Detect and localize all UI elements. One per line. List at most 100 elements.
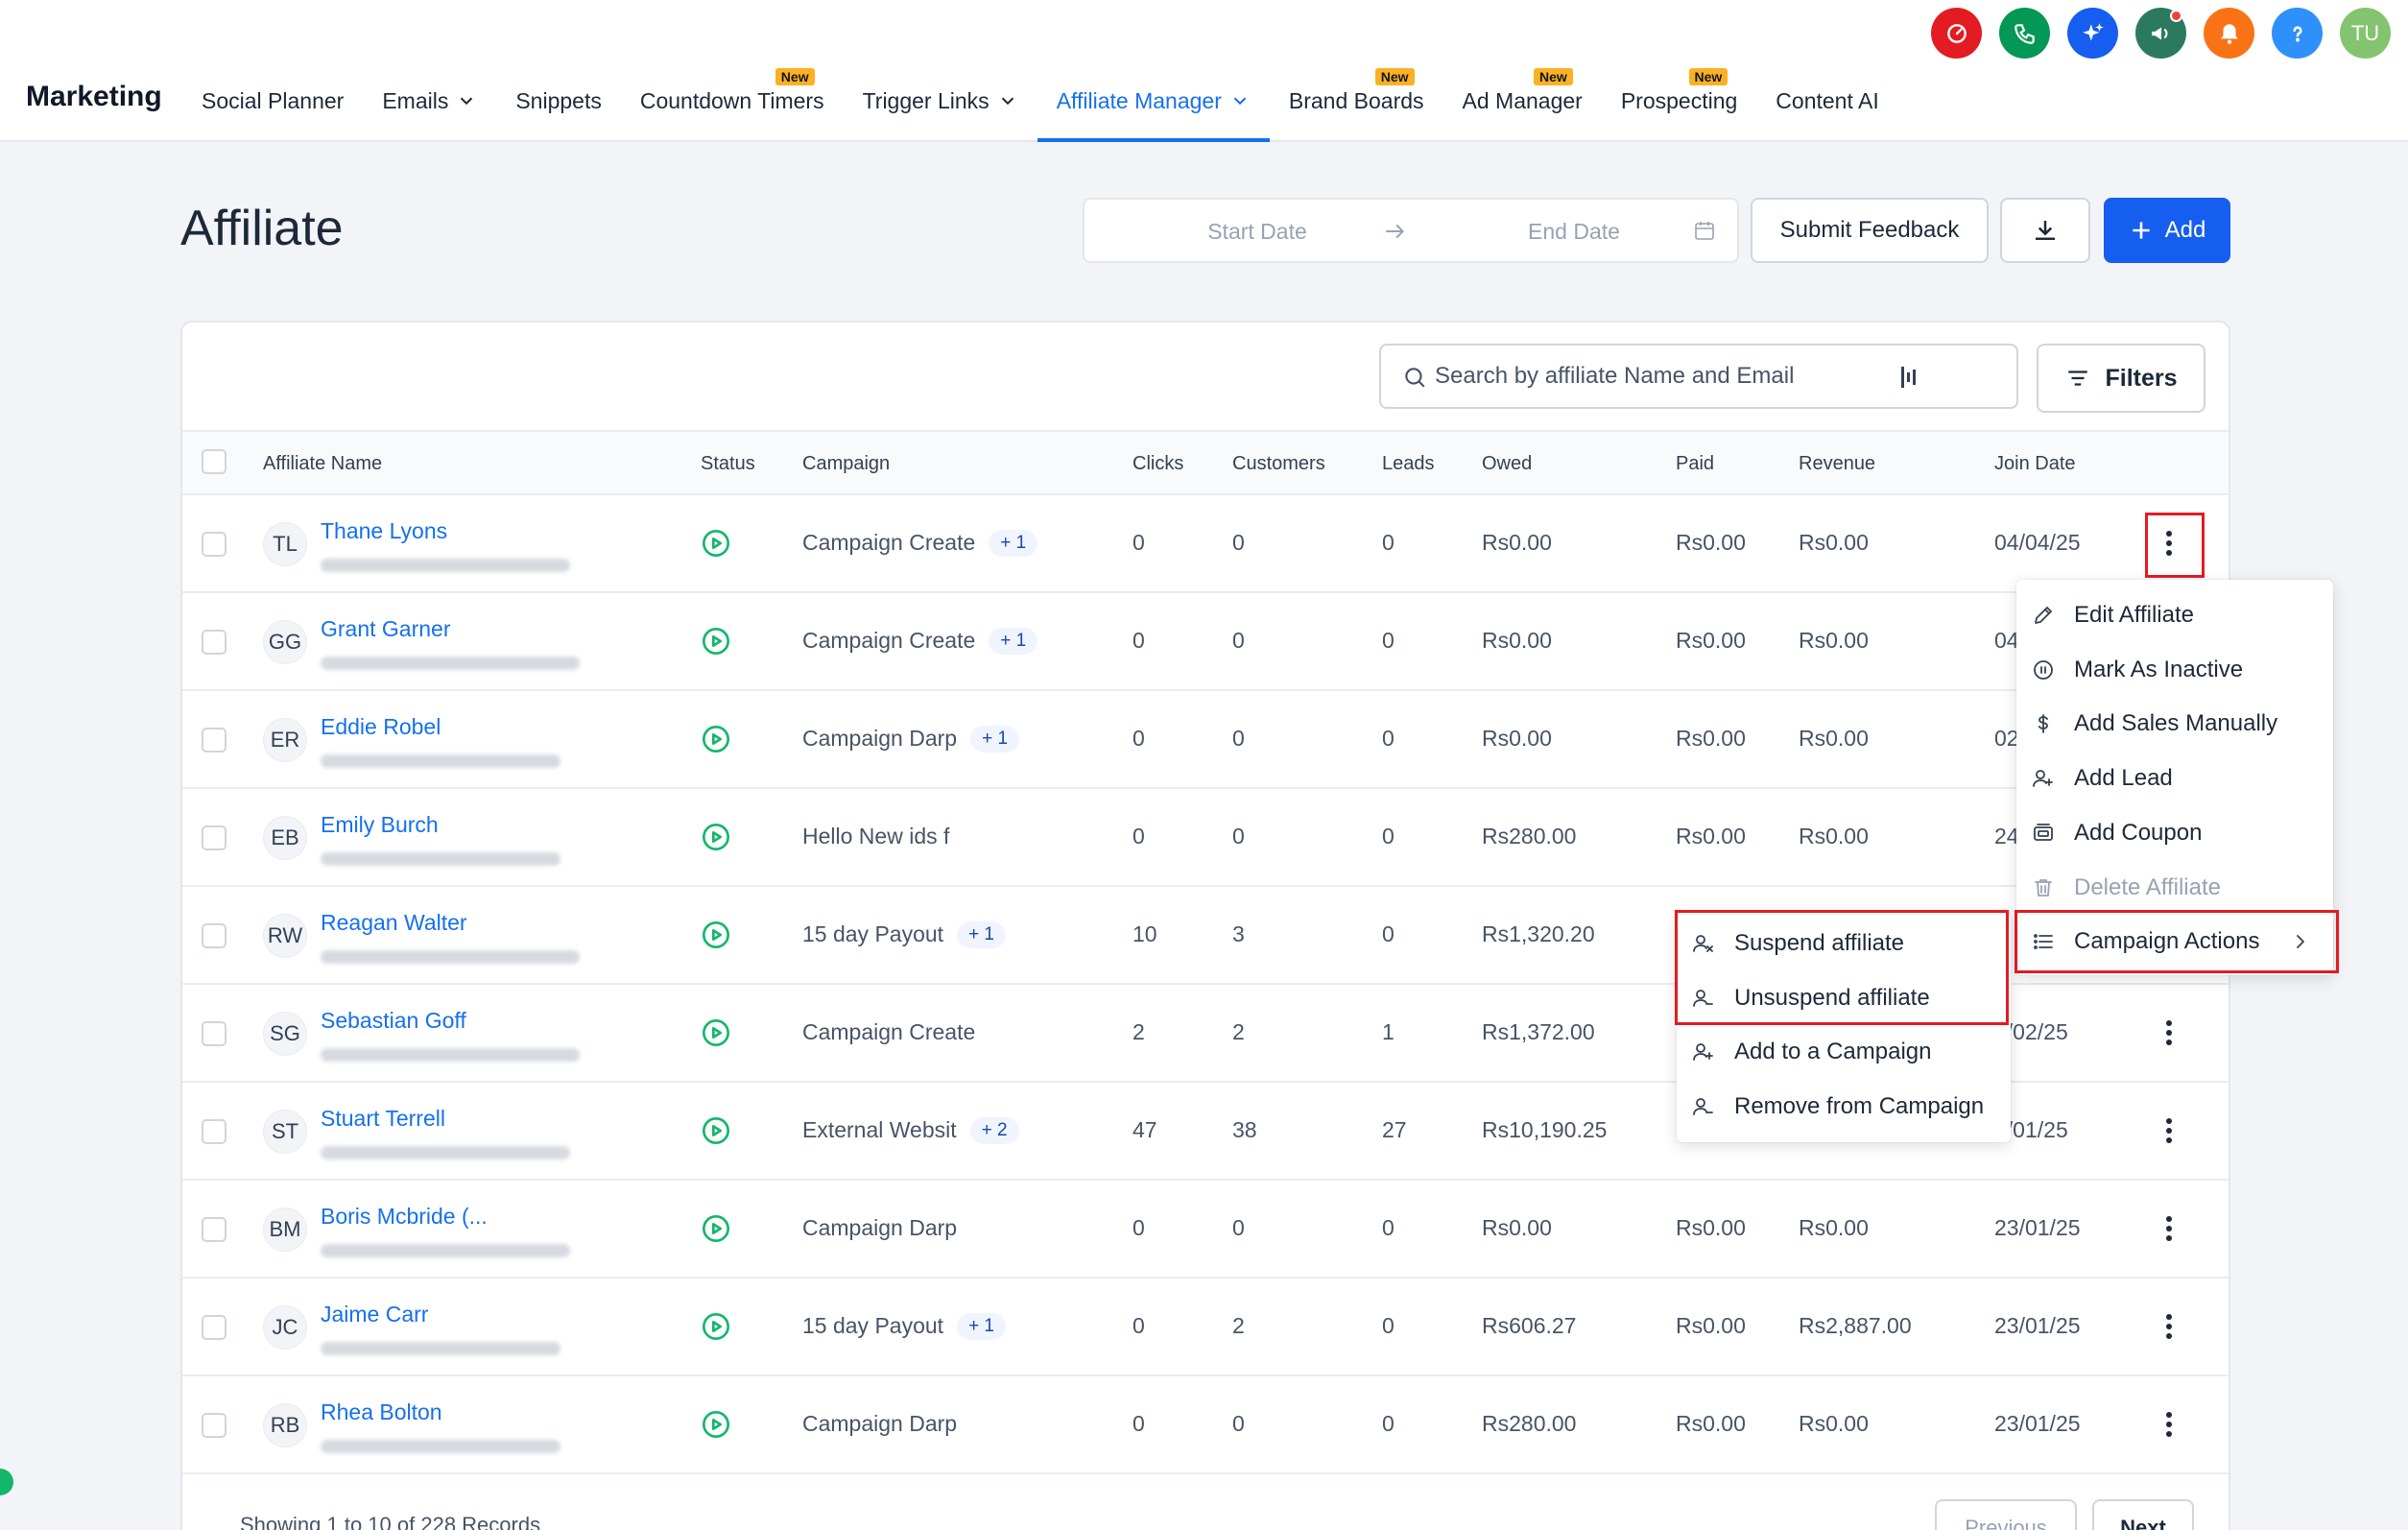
nav-item-content-ai[interactable]: Content AI: [1756, 67, 1897, 142]
row-checkbox[interactable]: [202, 1315, 226, 1340]
row-checkbox[interactable]: [202, 1217, 226, 1242]
table-row[interactable]: RB Rhea Bolton Campaign Darp 0 0 0 Rs280.00 Rs0…: [182, 1376, 2229, 1474]
smart-search-icon[interactable]: [1899, 365, 1920, 394]
chat-widget-dot[interactable]: [0, 1469, 13, 1495]
affiliate-name-link[interactable]: Reagan Walter: [321, 910, 467, 935]
extra-campaigns-badge[interactable]: + 2: [969, 1117, 1019, 1144]
extra-campaigns-badge[interactable]: + 1: [989, 628, 1038, 655]
phone-icon[interactable]: [1999, 8, 2050, 59]
menu-item-campaign-actions[interactable]: Campaign Actions: [2016, 914, 2333, 968]
row-checkbox[interactable]: [202, 728, 226, 753]
nav-item-emails[interactable]: Emails: [363, 67, 496, 142]
column-customers[interactable]: Customers: [1232, 453, 1325, 474]
row-checkbox[interactable]: [202, 923, 226, 948]
filters-button[interactable]: Filters: [2037, 344, 2205, 413]
menu-item-add-lead[interactable]: Add Lead: [2016, 751, 2333, 804]
paid-cell: Rs0.00: [1676, 530, 1746, 555]
affiliate-name-link[interactable]: Grant Garner: [321, 616, 451, 641]
column-owed[interactable]: Owed: [1482, 453, 1533, 474]
menu-item-add-coupon[interactable]: Add Coupon: [2016, 805, 2333, 859]
column-paid[interactable]: Paid: [1676, 453, 1715, 474]
row-more-button[interactable]: [2150, 524, 2188, 562]
download-button[interactable]: [2000, 198, 2090, 263]
nav-item-trigger-links[interactable]: Trigger Links: [844, 67, 1037, 142]
table-row[interactable]: BM Boris Mcbride (... Campaign Darp 0 0 0 Rs0.…: [182, 1181, 2229, 1279]
row-checkbox[interactable]: [202, 825, 226, 850]
end-date-field[interactable]: End Date: [1528, 219, 1620, 244]
row-more-button[interactable]: [2150, 1014, 2188, 1052]
nav-item-snippets[interactable]: Snippets: [496, 67, 621, 142]
row-checkbox[interactable]: [202, 1413, 226, 1438]
search-input[interactable]: [1435, 357, 1934, 395]
speedometer-icon[interactable]: [1931, 8, 1982, 59]
next-page-button[interactable]: Next: [2092, 1499, 2194, 1530]
nav-item-label: Prospecting: [1620, 88, 1738, 113]
row-more-button[interactable]: [2150, 1209, 2188, 1248]
nav-item-prospecting[interactable]: Prospecting New: [1602, 67, 1756, 142]
table-row[interactable]: EB Emily Burch Hello New ids f 0 0 0 Rs280.00 R…: [182, 789, 2229, 887]
bell-icon[interactable]: [2204, 8, 2254, 59]
menu-item-mark-as-inactive[interactable]: Mark As Inactive: [2016, 642, 2333, 696]
column-campaign[interactable]: Campaign: [802, 453, 891, 474]
affiliate-name-link[interactable]: Eddie Robel: [321, 714, 441, 739]
previous-page-button[interactable]: Previous: [1935, 1499, 2077, 1530]
column-status[interactable]: Status: [701, 453, 755, 474]
column-clicks[interactable]: Clicks: [1132, 453, 1184, 474]
new-badge: New: [775, 68, 815, 85]
submenu-item-unsuspend-affiliate[interactable]: Unsuspend affiliate: [1677, 970, 2011, 1024]
submenu-item-suspend-affiliate[interactable]: Suspend affiliate: [1677, 916, 2011, 969]
row-checkbox[interactable]: [202, 630, 226, 655]
megaphone-icon[interactable]: [2135, 8, 2186, 59]
table-row[interactable]: SG Sebastian Goff Campaign Create 2 2 1 Rs1,37…: [182, 985, 2229, 1083]
row-checkbox[interactable]: [202, 1119, 226, 1144]
nav-item-brand-boards[interactable]: Brand Boards New: [1270, 67, 1443, 142]
avatar: TL: [263, 522, 307, 566]
nav-item-label: Social Planner: [202, 88, 345, 113]
select-all-checkbox[interactable]: [202, 449, 226, 474]
row-more-button[interactable]: [2150, 1405, 2188, 1444]
table-row[interactable]: GG Grant Garner Campaign Create + 1 0 0 0 Rs0.0…: [182, 593, 2229, 691]
table-row[interactable]: JC Jaime Carr 15 day Payout + 1 0 2 0 Rs606.27 R…: [182, 1279, 2229, 1376]
nav-item-affiliate-manager[interactable]: Affiliate Manager: [1037, 67, 1270, 142]
submenu-item-add-to-a-campaign[interactable]: Add to a Campaign: [1677, 1024, 2011, 1078]
affiliate-name-link[interactable]: Boris Mcbride (...: [321, 1204, 488, 1229]
affiliate-name-link[interactable]: Stuart Terrell: [321, 1106, 445, 1131]
affiliate-name-link[interactable]: Thane Lyons: [321, 518, 448, 543]
affiliate-name-link[interactable]: Jaime Carr: [321, 1302, 429, 1327]
menu-item-edit-affiliate[interactable]: Edit Affiliate: [2016, 587, 2333, 641]
user-avatar[interactable]: TU: [2340, 8, 2391, 59]
add-button[interactable]: Add: [2104, 198, 2230, 263]
nav-item-ad-manager[interactable]: Ad Manager New: [1443, 67, 1602, 142]
affiliate-name-link[interactable]: Rhea Bolton: [321, 1399, 442, 1424]
affiliate-name-link[interactable]: Emily Burch: [321, 812, 439, 837]
affiliate-name-link[interactable]: Sebastian Goff: [321, 1008, 466, 1033]
table-row[interactable]: ER Eddie Robel Campaign Darp + 1 0 0 0 Rs0.00 Rs…: [182, 691, 2229, 789]
row-checkbox[interactable]: [202, 532, 226, 557]
submenu-item-remove-from-campaign[interactable]: Remove from Campaign: [1677, 1079, 2011, 1133]
row-checkbox[interactable]: [202, 1021, 226, 1046]
nav-item-countdown-timers[interactable]: Countdown Timers New: [621, 67, 844, 142]
revenue-cell: Rs0.00: [1799, 824, 1869, 849]
column-affiliate-name[interactable]: Affiliate Name: [263, 453, 383, 474]
column-join-date[interactable]: Join Date: [1994, 453, 2076, 474]
submit-feedback-button[interactable]: Submit Feedback: [1751, 198, 1989, 263]
menu-item-add-sales-manually[interactable]: Add Sales Manually: [2016, 696, 2333, 750]
table-row[interactable]: ST Stuart Terrell External Websit + 2 47 38 27…: [182, 1083, 2229, 1181]
search-box[interactable]: [1379, 344, 2018, 409]
sparkles-icon[interactable]: [2067, 8, 2118, 59]
start-date-field[interactable]: Start Date: [1207, 219, 1307, 244]
column-leads[interactable]: Leads: [1382, 453, 1435, 474]
extra-campaigns-badge[interactable]: + 1: [957, 1313, 1007, 1340]
table-row[interactable]: TL Thane Lyons Campaign Create + 1 0 0 0 Rs0.00…: [182, 495, 2229, 593]
help-icon[interactable]: [2272, 8, 2323, 59]
extra-campaigns-badge[interactable]: + 1: [970, 726, 1020, 753]
extra-campaigns-badge[interactable]: + 1: [957, 921, 1007, 948]
revenue-cell: Rs0.00: [1799, 628, 1869, 653]
row-more-button[interactable]: [2150, 1112, 2188, 1150]
table-row[interactable]: RW Reagan Walter 15 day Payout + 1 10 3 0 Rs1,3…: [182, 887, 2229, 985]
column-revenue[interactable]: Revenue: [1799, 453, 1876, 474]
date-range-picker[interactable]: Start Date End Date: [1083, 198, 1739, 263]
extra-campaigns-badge[interactable]: + 1: [989, 530, 1038, 557]
row-more-button[interactable]: [2150, 1307, 2188, 1346]
nav-item-social-planner[interactable]: Social Planner: [182, 67, 363, 142]
